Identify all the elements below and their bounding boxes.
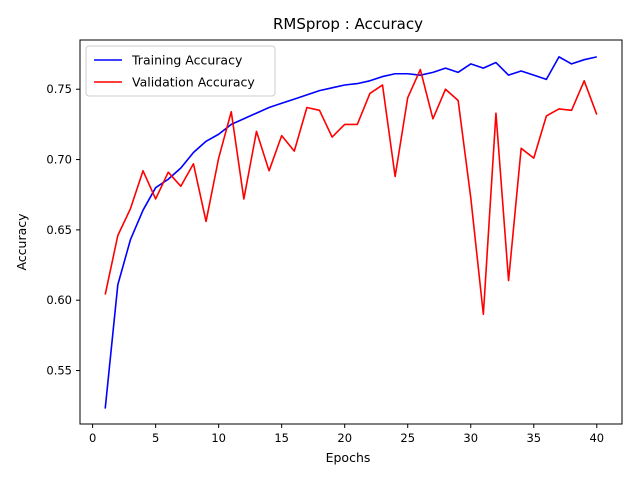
legend-label: Training Accuracy — [131, 53, 243, 68]
y-tick-label: 0.60 — [46, 293, 72, 307]
y-tick-label: 0.70 — [46, 153, 72, 167]
x-axis-title: Epochs — [326, 450, 371, 465]
x-tick-label: 20 — [337, 431, 352, 445]
x-tick-label: 35 — [526, 431, 541, 445]
plot-frame — [79, 39, 623, 425]
legend-box — [85, 45, 276, 97]
axis-ticks: 0 5 10 15 20 25 30 35 40 0.55 0.60 0.65 0.70 0.75 — [46, 82, 604, 445]
x-tick-label: 25 — [400, 431, 415, 445]
legend-label: Validation Accuracy — [132, 75, 255, 90]
y-tick-label: 0.55 — [46, 364, 72, 378]
y-tick-label: 0.75 — [46, 82, 72, 96]
series-line-validation-accuracy — [104, 68, 598, 316]
x-tick-label: 15 — [274, 431, 289, 445]
y-axis-title: Accuracy — [14, 213, 29, 271]
x-tick-label: 10 — [211, 431, 226, 445]
x-tick-label: 30 — [463, 431, 478, 445]
chart-title: RMSprop : Accuracy — [273, 15, 423, 33]
x-tick-label: 40 — [589, 431, 604, 445]
x-tick-label: 5 — [152, 431, 159, 445]
legend: Training Accuracy Validation Accuracy — [85, 45, 276, 97]
y-tick-label: 0.65 — [46, 223, 72, 237]
series-line-training-accuracy — [104, 56, 597, 409]
series-lines — [104, 56, 598, 409]
x-tick-label: 0 — [89, 431, 96, 445]
